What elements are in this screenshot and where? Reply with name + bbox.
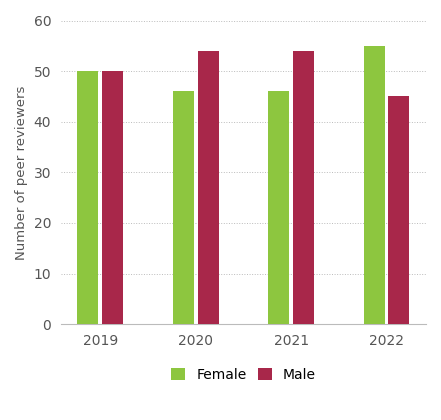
Bar [268, 92, 289, 324]
Bar [198, 51, 219, 324]
Bar [364, 46, 385, 324]
Y-axis label: Number of peer reviewers: Number of peer reviewers [15, 85, 28, 260]
Bar [78, 71, 98, 324]
Bar [173, 92, 194, 324]
Bar [293, 51, 314, 324]
Legend: Female, Male: Female, Male [171, 368, 316, 382]
Bar [102, 71, 123, 324]
Bar [389, 97, 409, 324]
